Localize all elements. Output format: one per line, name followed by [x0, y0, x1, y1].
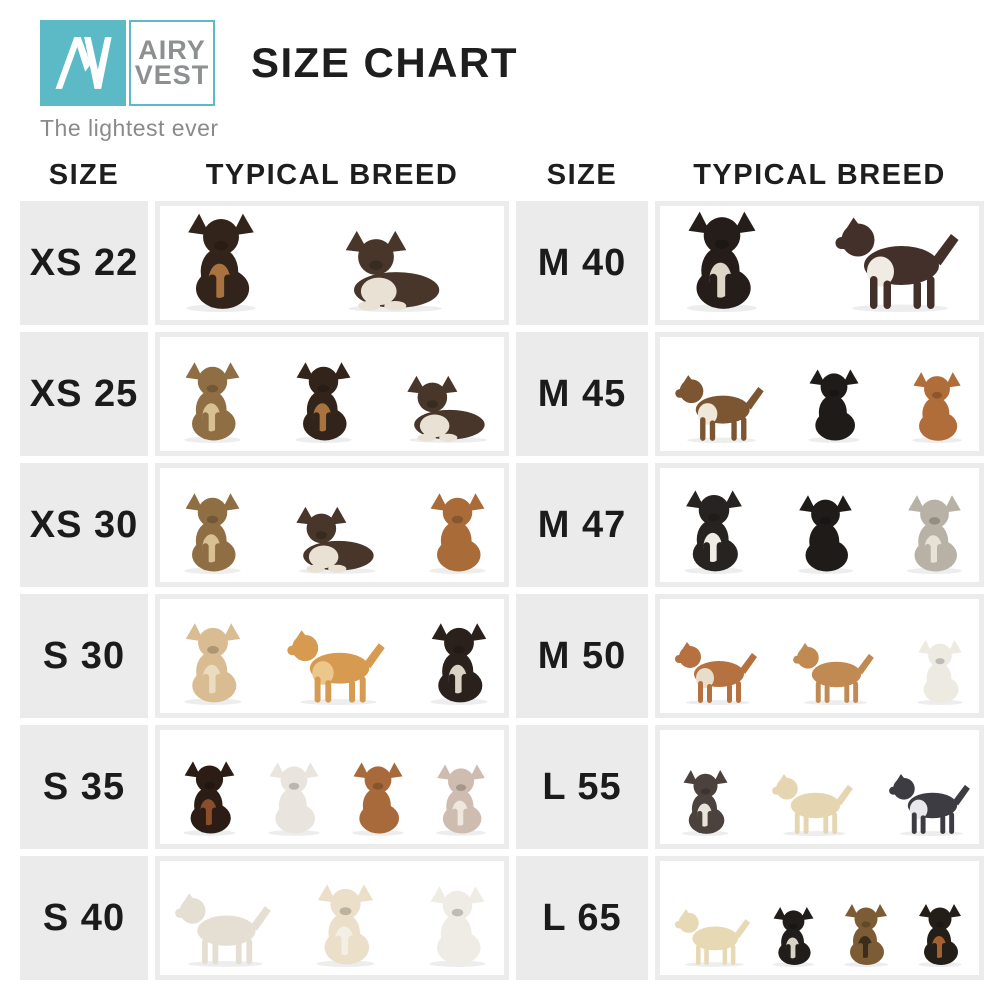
- dog-long-haired-chihuahua-icon: [396, 370, 496, 443]
- breed-cell-xs-25: [155, 332, 509, 456]
- brand-header: AIRY VEST SIZE CHART The lightest ever: [0, 0, 1000, 142]
- size-cell-m-40: M 40: [516, 201, 648, 325]
- dog-jack-russell-terrier-icon: [306, 883, 385, 967]
- dog-brussels-griffon-icon: [343, 761, 413, 836]
- dog-chinese-crested-icon: [427, 763, 495, 836]
- brand-tagline: The lightest ever: [40, 115, 219, 141]
- dog-yorkshire-terrier-icon: [174, 361, 251, 443]
- dog-long-haired-chihuahua-icon: [332, 224, 453, 312]
- brand-wordmark: AIRY VEST: [129, 20, 215, 106]
- breed-cell-s-30: [155, 594, 509, 718]
- brand-name-line1: AIRY: [138, 35, 206, 65]
- dog-poodle-white-icon: [419, 885, 496, 967]
- breed-cell-s-35: [155, 725, 509, 849]
- breed-header-right: TYPICAL BREED: [693, 158, 946, 191]
- dog-staffordshire-terrier-icon: [674, 769, 737, 836]
- dog-cane-corso-icon: [765, 906, 822, 967]
- dog-border-collie-icon: [674, 489, 754, 574]
- size-chart-table: SIZE TYPICAL BREED SIZE TYPICAL BREED XS…: [20, 156, 984, 980]
- size-cell-m-47: M 47: [516, 463, 648, 587]
- breed-cell-m-47: [655, 463, 984, 587]
- size-header-right: SIZE: [546, 158, 618, 191]
- dog-cocker-spaniel-black-icon: [799, 368, 869, 443]
- size-cell-xs-30: XS 30: [20, 463, 148, 587]
- size-header-left: SIZE: [48, 158, 120, 191]
- dog-toy-terrier-icon: [285, 361, 362, 443]
- dog-miniature-pinscher-icon: [174, 760, 245, 836]
- size-cell-l-65: L 65: [516, 856, 648, 980]
- dog-west-highland-terrier-icon: [174, 892, 272, 967]
- size-cell-s-40: S 40: [20, 856, 148, 980]
- breed-cell-xs-22: [155, 201, 509, 325]
- logo-title-row: AIRY VEST SIZE CHART: [40, 20, 1000, 106]
- breed-cell-m-40: [655, 201, 984, 325]
- breed-cell-s-40: [155, 856, 509, 980]
- breed-cell-m-50: [655, 594, 984, 718]
- breed-cell-xs-30: [155, 463, 509, 587]
- dog-dachshund-icon: [903, 371, 971, 443]
- dog-german-shepherd-icon: [836, 903, 896, 967]
- size-cell-s-35: S 35: [20, 725, 148, 849]
- size-cell-m-45: M 45: [516, 332, 648, 456]
- brand-name-line2: VEST: [134, 60, 210, 90]
- size-cell-s-30: S 30: [20, 594, 148, 718]
- dog-english-bulldog-icon: [674, 641, 758, 705]
- dog-dachshund-icon: [419, 492, 496, 574]
- dog-toy-terrier-icon: [174, 212, 268, 312]
- av-monogram-icon: [40, 20, 126, 106]
- dog-french-bulldog-icon: [420, 622, 498, 705]
- dog-french-bulldog-icon: [674, 210, 770, 312]
- dog-yorkshire-terrier-icon: [174, 492, 251, 574]
- breed-header-left: TYPICAL BREED: [205, 158, 459, 191]
- airyvest-logo: AIRY VEST: [40, 20, 215, 106]
- breed-cell-m-45: [655, 332, 984, 456]
- dog-pekingese-icon: [286, 629, 386, 705]
- dog-bull-terrier-icon: [909, 639, 971, 705]
- size-cell-xs-25: XS 25: [20, 332, 148, 456]
- dog-cocker-spaniel-black-icon: [788, 494, 863, 574]
- breed-cell-l-65: [655, 856, 984, 980]
- dog-pug-icon: [174, 622, 252, 705]
- dog-siberian-husky-icon: [888, 773, 971, 836]
- dog-beagle-icon: [674, 374, 765, 443]
- size-cell-xs-22: XS 22: [20, 201, 148, 325]
- breed-cell-l-55: [655, 725, 984, 849]
- dog-rottweiler-icon: [910, 903, 970, 967]
- size-cell-l-55: L 55: [516, 725, 648, 849]
- dog-long-haired-chihuahua-icon: [285, 501, 385, 574]
- dog-shar-pei-icon: [792, 642, 875, 705]
- dog-labrador-retriever-icon: [771, 773, 854, 836]
- av-letters-icon: [55, 37, 112, 89]
- dog-boston-terrier-icon: [834, 216, 960, 312]
- dog-labrador-retriever-icon: [674, 908, 751, 967]
- dog-whippet-icon: [897, 494, 972, 574]
- page-title: SIZE CHART: [251, 39, 518, 86]
- dog-poodle-white-icon: [259, 761, 329, 836]
- size-cell-m-50: M 50: [516, 594, 648, 718]
